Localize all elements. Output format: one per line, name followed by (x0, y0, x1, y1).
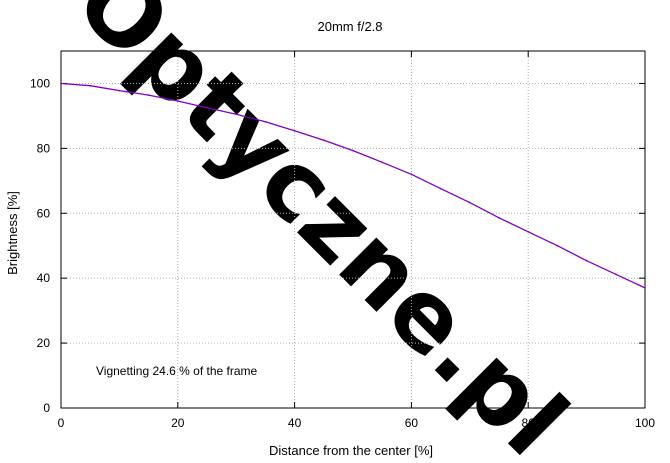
x-tick-label: 60 (405, 416, 419, 430)
data-point (381, 161, 384, 164)
y-tick-label: 40 (37, 271, 51, 285)
series-layer (60, 82, 646, 289)
y-axis-title: Brightness [%] (5, 191, 20, 275)
x-tick-label: 100 (635, 416, 655, 430)
data-point (644, 287, 646, 289)
data-point (410, 173, 413, 176)
data-point (585, 259, 588, 262)
data-point (264, 120, 267, 123)
data-point (147, 94, 150, 97)
y-tick-label: 100 (30, 76, 50, 90)
data-point (235, 113, 238, 116)
x-tick-label: 40 (288, 416, 302, 430)
grid (61, 51, 645, 408)
watermark: Optyczne.pl (55, 0, 589, 463)
vignetting-annotation: Vignetting 24.6 % of the frame (96, 364, 258, 378)
chart-title: 20mm f/2.8 (317, 19, 382, 34)
data-point (60, 82, 62, 85)
y-tick-label: 20 (37, 336, 51, 350)
data-point (293, 129, 296, 132)
y-tick-label: 60 (37, 206, 51, 220)
y-tick-label: 0 (43, 401, 50, 415)
data-point (614, 273, 617, 276)
watermark-logo: Optyczne.pl (55, 0, 589, 463)
data-point (527, 230, 530, 233)
x-tick-label: 20 (171, 416, 185, 430)
data-point (352, 149, 354, 152)
x-tick-label: 0 (58, 416, 65, 430)
y-axis: 0 20 40 60 80 100 (30, 76, 645, 415)
x-tick-label: 80 (522, 416, 536, 430)
data-point (89, 84, 92, 87)
data-point (468, 201, 471, 204)
data-point (118, 89, 121, 92)
data-point (322, 139, 325, 142)
x-axis: 0 20 40 60 80 100 (58, 51, 655, 430)
data-point (439, 187, 442, 190)
y-tick-label: 80 (37, 141, 51, 155)
data-point (176, 100, 179, 102)
data-point (498, 216, 500, 219)
data-point (556, 244, 559, 247)
plot-frame (60, 50, 646, 409)
data-point (206, 106, 208, 109)
x-axis-title: Distance from the center [%] (269, 443, 433, 458)
